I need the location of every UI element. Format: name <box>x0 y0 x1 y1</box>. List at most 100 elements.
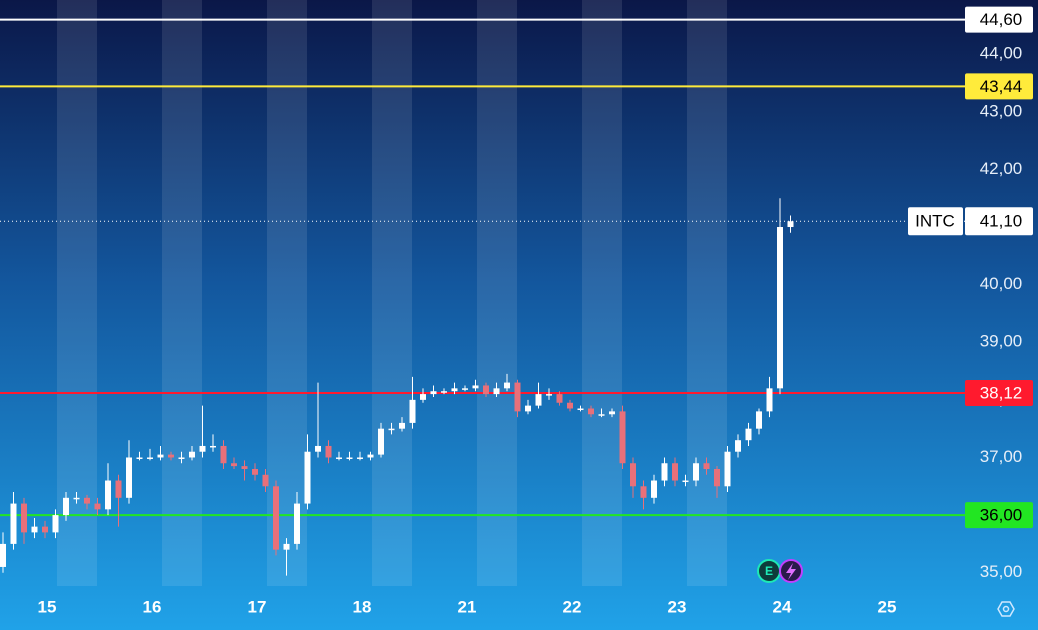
candle-body <box>724 451 731 487</box>
candle-body <box>73 497 80 500</box>
candle-body <box>115 480 122 498</box>
candle-body <box>63 497 69 516</box>
candle-body <box>525 405 531 412</box>
candle-body <box>777 227 783 389</box>
candle-body <box>451 388 458 392</box>
candle-body <box>619 411 626 464</box>
candle-body <box>105 480 111 510</box>
session-band <box>162 0 202 586</box>
candle-body <box>241 466 248 470</box>
candle-body <box>535 394 542 406</box>
candle-body <box>630 463 636 487</box>
x-tick-label: 23 <box>668 597 687 616</box>
candle-body <box>651 480 657 498</box>
candle-body <box>546 394 552 396</box>
candle-body <box>325 445 332 458</box>
candle-body <box>220 445 227 464</box>
y-tick-label: 42,00 <box>980 159 1023 178</box>
session-band <box>477 0 517 586</box>
candle-body <box>420 394 426 400</box>
candle-body <box>462 388 468 390</box>
candle-body <box>273 486 279 550</box>
candle-body <box>52 515 59 533</box>
candle-body <box>315 445 321 452</box>
candle-body <box>577 408 584 411</box>
y-tick-label: 44,00 <box>980 44 1023 63</box>
candle-body <box>147 457 153 459</box>
y-tick-label: 35,00 <box>980 562 1023 581</box>
candle-body <box>388 428 395 431</box>
svg-text:E: E <box>765 564 773 578</box>
candle-body <box>168 454 174 458</box>
candle-body <box>609 411 615 415</box>
candle-body <box>252 469 258 475</box>
candle-body <box>745 428 752 441</box>
candle-body <box>556 394 563 403</box>
x-tick-label: 25 <box>878 597 897 616</box>
x-tick-label: 22 <box>563 597 582 616</box>
candle-body <box>472 385 479 389</box>
candle-body <box>283 543 290 550</box>
candle-body <box>430 391 437 395</box>
candle-body <box>693 463 699 481</box>
y-tick-label: 43,00 <box>980 101 1023 120</box>
candle-body <box>378 428 384 455</box>
session-band <box>57 0 97 586</box>
x-tick-label: 17 <box>248 597 267 616</box>
candle-body <box>126 457 132 498</box>
candle-body <box>0 543 6 567</box>
symbol-box <box>908 207 963 236</box>
candle-body <box>504 382 510 389</box>
candle-body <box>42 526 48 533</box>
candle-body <box>493 388 500 395</box>
event-icons[interactable]: E <box>757 559 803 583</box>
symbol-label: INTC <box>915 212 955 231</box>
last-price-label: 41,10 <box>980 212 1023 231</box>
candle-body <box>210 445 216 448</box>
level-label: 43,44 <box>980 77 1023 96</box>
candle-body <box>157 454 164 458</box>
x-tick-label: 24 <box>773 597 792 616</box>
candle-body <box>189 451 195 458</box>
level-label-box <box>965 502 1033 529</box>
candle-body <box>367 454 374 458</box>
session-band <box>582 0 622 586</box>
candle-body <box>598 414 605 416</box>
level-label-box <box>965 73 1033 100</box>
candle-body <box>567 402 573 409</box>
candle-body <box>399 422 405 429</box>
candle-body <box>672 463 678 481</box>
level-label: 36,00 <box>980 506 1023 525</box>
level-label: 38,12 <box>980 383 1023 402</box>
candle-body <box>178 457 185 459</box>
y-tick-label: 40,00 <box>980 274 1023 293</box>
level-label-box <box>965 6 1033 33</box>
last-price-box <box>965 207 1033 236</box>
session-band <box>687 0 727 586</box>
candle-body <box>756 411 762 429</box>
candle-body <box>304 451 311 504</box>
y-tick-label: 37,00 <box>980 447 1023 466</box>
x-tick-label: 15 <box>38 597 57 616</box>
candle-body <box>514 382 521 412</box>
candle-body <box>588 408 594 415</box>
candle-body <box>10 503 17 544</box>
level-label-box <box>965 379 1033 406</box>
candle-body <box>640 486 647 498</box>
candle-body <box>357 457 363 459</box>
candle-body <box>31 526 38 533</box>
level-label: 44,60 <box>980 10 1023 29</box>
candle-body <box>199 445 206 452</box>
settings-icon[interactable] <box>997 601 1015 617</box>
candle-body <box>136 457 143 459</box>
candle-body <box>231 463 237 467</box>
x-tick-label: 16 <box>143 597 162 616</box>
session-band <box>372 0 412 586</box>
candle-body <box>766 388 773 412</box>
candle-body <box>84 497 90 504</box>
candle-body <box>714 469 720 487</box>
x-tick-label: 21 <box>458 597 477 616</box>
candle-body <box>682 480 689 483</box>
candle-body <box>21 503 27 533</box>
